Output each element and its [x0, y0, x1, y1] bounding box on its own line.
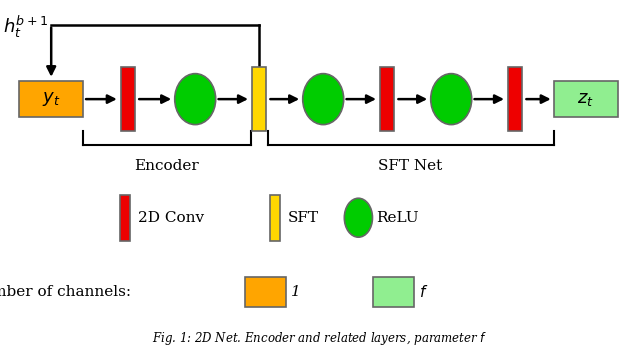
Ellipse shape	[344, 198, 372, 237]
FancyBboxPatch shape	[380, 67, 394, 131]
Text: Fig. 1: 2D Net. Encoder and related layers, parameter $f$: Fig. 1: 2D Net. Encoder and related laye…	[152, 330, 488, 347]
Text: $f$: $f$	[419, 284, 429, 300]
Text: SFT: SFT	[288, 211, 319, 225]
Text: $z_t$: $z_t$	[577, 90, 594, 108]
Text: Number of channels:: Number of channels:	[0, 285, 131, 299]
FancyBboxPatch shape	[19, 81, 83, 117]
Text: 2D Conv: 2D Conv	[138, 211, 204, 225]
FancyBboxPatch shape	[120, 195, 130, 241]
FancyBboxPatch shape	[372, 277, 415, 307]
Text: Encoder: Encoder	[134, 159, 199, 173]
Ellipse shape	[431, 74, 472, 125]
Ellipse shape	[175, 74, 216, 125]
Text: ReLU: ReLU	[376, 211, 419, 225]
Text: $y_t$: $y_t$	[42, 90, 60, 108]
Ellipse shape	[303, 74, 344, 125]
FancyBboxPatch shape	[554, 81, 618, 117]
Text: 1: 1	[291, 285, 301, 299]
Text: $h_t^{b+1}$: $h_t^{b+1}$	[3, 14, 49, 40]
Text: SFT Net: SFT Net	[378, 159, 442, 173]
FancyBboxPatch shape	[508, 67, 522, 131]
FancyBboxPatch shape	[270, 195, 280, 241]
FancyBboxPatch shape	[252, 67, 266, 131]
FancyBboxPatch shape	[244, 277, 287, 307]
FancyBboxPatch shape	[121, 67, 135, 131]
